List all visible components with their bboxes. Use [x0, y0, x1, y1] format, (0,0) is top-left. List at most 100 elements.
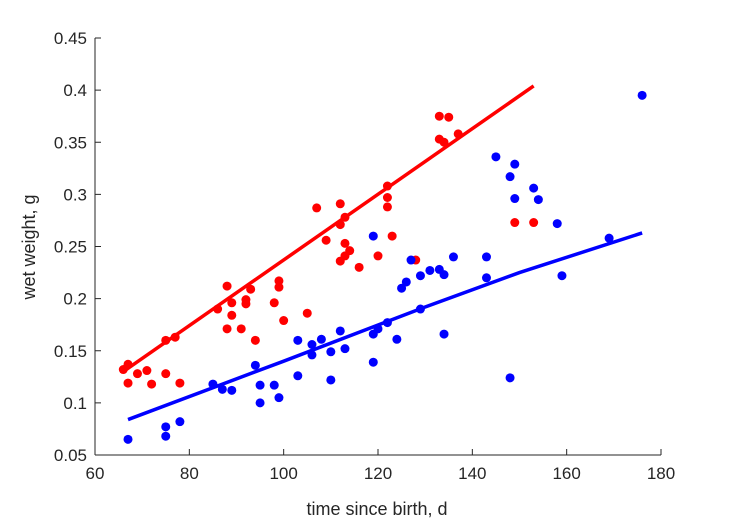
data-point [557, 271, 567, 281]
data-point [368, 231, 378, 241]
data-point [222, 281, 232, 291]
data-point [274, 393, 284, 403]
data-point [142, 366, 152, 376]
data-point [397, 283, 407, 293]
y-tick-label: 0.25 [54, 238, 87, 257]
y-tick-label: 0.2 [63, 290, 87, 309]
data-point [269, 298, 279, 308]
y-tick-label: 0.45 [54, 29, 87, 48]
data-point [227, 310, 237, 320]
y-tick-label: 0.4 [63, 81, 87, 100]
data-point [316, 334, 326, 344]
data-point [406, 255, 416, 265]
data-point [444, 112, 454, 122]
x-tick-label: 120 [364, 464, 392, 483]
data-point [368, 357, 378, 367]
fit-line [127, 231, 643, 422]
data-point [425, 265, 435, 275]
data-point [326, 347, 336, 357]
y-tick-label: 0.1 [63, 394, 87, 413]
data-point [434, 111, 444, 121]
data-point [533, 195, 543, 205]
x-tick-label: 80 [180, 464, 199, 483]
x-axis-label: time since birth, d [306, 499, 447, 519]
data-point [505, 373, 515, 383]
data-point [269, 380, 279, 390]
fit-line [122, 84, 535, 374]
x-tick-label: 100 [269, 464, 297, 483]
data-point [335, 326, 345, 336]
x-tick-label: 160 [552, 464, 580, 483]
data-point [246, 284, 256, 294]
data-point [255, 380, 265, 390]
data-point [293, 371, 303, 381]
y-tick-label: 0.05 [54, 446, 87, 465]
data-point [373, 251, 383, 261]
data-point [510, 159, 520, 169]
data-point [307, 339, 317, 349]
data-point [510, 218, 520, 228]
data-point [274, 276, 284, 286]
data-point [481, 252, 491, 262]
data-point [382, 193, 392, 203]
series-2 [123, 90, 647, 444]
data-point [529, 183, 539, 193]
data-point [250, 335, 260, 345]
data-point [401, 277, 411, 287]
data-point [354, 262, 364, 272]
data-point [382, 202, 392, 212]
data-point [293, 335, 303, 345]
data-point [604, 233, 614, 243]
data-point [175, 417, 185, 427]
y-tick-label: 0.35 [54, 133, 87, 152]
data-point [340, 344, 350, 354]
data-point [132, 369, 142, 379]
data-point [481, 273, 491, 283]
data-point [227, 385, 237, 395]
data-point [345, 246, 355, 256]
ticks: 60 80 100 120 140 160 180 0.05 0.1 0.15 0.2 0.25 0.3… [54, 29, 675, 483]
data-point [637, 90, 647, 100]
data-point [392, 334, 402, 344]
data-point [255, 398, 265, 408]
data-point [175, 378, 185, 388]
data-point [321, 235, 331, 245]
data-point [505, 172, 515, 182]
data-point [439, 329, 449, 339]
data-point [439, 270, 449, 280]
data-point [340, 238, 350, 248]
data-point [529, 218, 539, 228]
data-point [161, 422, 171, 432]
data-point [161, 369, 171, 379]
data-point [123, 378, 133, 388]
series-1 [118, 84, 539, 389]
data-point [279, 316, 289, 326]
data-point [302, 308, 312, 318]
y-tick-label: 0.3 [63, 185, 87, 204]
data-point [217, 384, 227, 394]
data-point [448, 252, 458, 262]
data-point [510, 194, 520, 204]
data-point [241, 299, 251, 309]
data-point [387, 231, 397, 241]
x-tick-label: 180 [647, 464, 675, 483]
data-point [123, 434, 133, 444]
data-point [147, 379, 157, 389]
data-point [250, 360, 260, 370]
data-point [236, 324, 246, 334]
data-point [222, 324, 232, 334]
x-tick-label: 60 [86, 464, 105, 483]
data-point [491, 152, 501, 162]
data-point [274, 282, 284, 292]
data-point [439, 137, 449, 147]
y-axis-label: wet weight, g [19, 194, 39, 300]
data-point [552, 219, 562, 229]
plot-area [118, 84, 647, 444]
y-tick-label: 0.15 [54, 342, 87, 361]
data-point [312, 203, 322, 213]
data-point [335, 199, 345, 209]
x-tick-label: 140 [458, 464, 486, 483]
data-point [161, 431, 171, 441]
